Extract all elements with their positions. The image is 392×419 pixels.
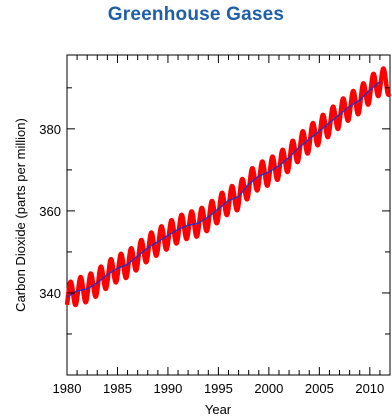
x-tick-label: 2010 xyxy=(355,381,384,396)
y-tick-label: 360 xyxy=(39,204,61,219)
x-tick-label: 1985 xyxy=(103,381,132,396)
x-tick-label: 2005 xyxy=(305,381,334,396)
x-tick-label: 1995 xyxy=(204,381,233,396)
y-axis-ticks: 340 360 380 xyxy=(39,87,390,335)
y-tick-label: 340 xyxy=(39,286,61,301)
x-tick-label: 2000 xyxy=(254,381,283,396)
y-tick-label: 380 xyxy=(39,122,61,137)
y-axis-label: Carbon Dioxide (parts per million) xyxy=(13,118,28,312)
chart-title: Greenhouse Gases xyxy=(107,4,285,25)
x-tick-label: 1980 xyxy=(53,381,82,396)
x-axis-label: Year xyxy=(205,402,232,417)
trend-co2-line xyxy=(66,81,381,298)
x-axis-ticks: 1980 1985 1990 1995 2000 2005 2010 xyxy=(53,55,391,396)
x-tick-label: 1990 xyxy=(153,381,182,396)
trend-series xyxy=(66,81,381,298)
